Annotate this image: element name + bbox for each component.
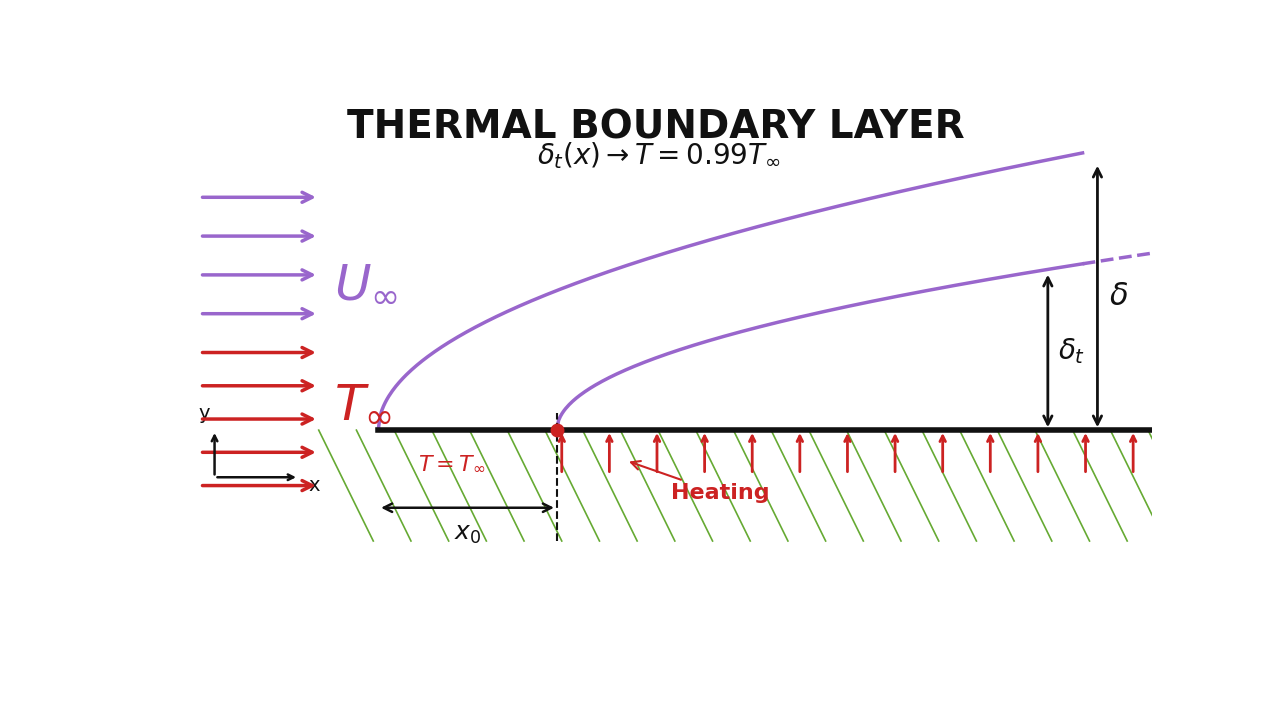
- Text: y: y: [198, 404, 210, 423]
- Text: $\delta$: $\delta$: [1110, 282, 1129, 311]
- Text: $T = T_\infty$: $T = T_\infty$: [417, 454, 485, 473]
- Text: $U_\infty$: $U_\infty$: [334, 259, 398, 307]
- Text: THERMAL BOUNDARY LAYER: THERMAL BOUNDARY LAYER: [347, 109, 965, 147]
- Text: Heating: Heating: [631, 461, 769, 503]
- Text: $x_0$: $x_0$: [454, 521, 481, 546]
- Text: $\delta_t(x) \rightarrow T = 0.99T_\infty$: $\delta_t(x) \rightarrow T = 0.99T_\inft…: [538, 140, 781, 171]
- Text: $\delta_t$: $\delta_t$: [1057, 336, 1085, 366]
- Text: x: x: [308, 476, 320, 495]
- Text: $T_\infty$: $T_\infty$: [334, 379, 392, 426]
